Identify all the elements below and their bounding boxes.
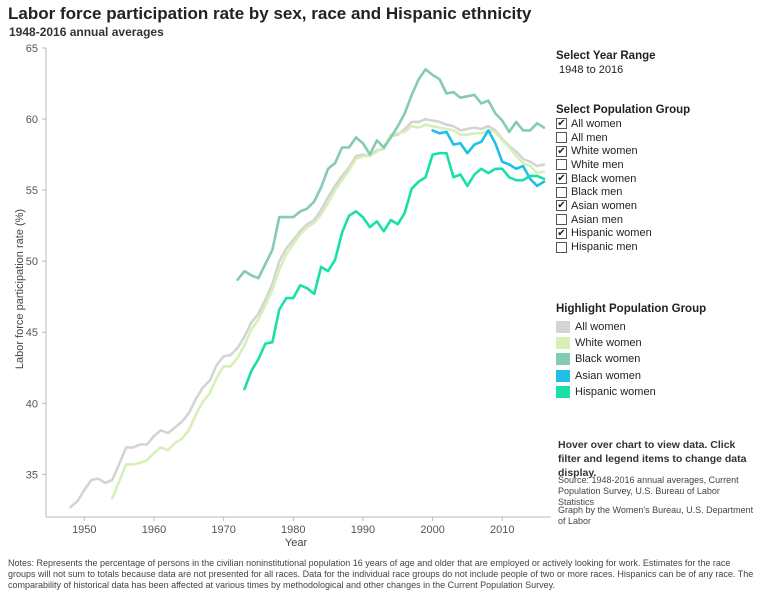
filter-item-label: Asian men (571, 213, 623, 226)
filter-item-label: All women (571, 117, 622, 130)
filter-item-asian-women[interactable]: ✔ Asian women (556, 199, 690, 213)
y-tick-label: 50 (26, 256, 38, 268)
filter-item-hispanic-women[interactable]: ✔ Hispanic women (556, 227, 690, 241)
legend-label: All women (575, 321, 626, 334)
filter-item-label: Black women (571, 172, 637, 185)
filter-item-label: Asian women (571, 199, 638, 212)
filter-item-label: Hispanic men (571, 241, 638, 254)
population-group-heading: Select Population Group (556, 104, 691, 116)
population-checkbox-list[interactable]: ✔ All women All men ✔ White women White men ✔ B… (556, 117, 690, 254)
highlight-legend-list[interactable]: All women White women Black women Asian wom… (556, 319, 706, 400)
year-range-heading: Select Year Range (556, 50, 656, 62)
checkbox-checked[interactable]: ✔ (556, 145, 567, 157)
filter-item-label: White men (571, 158, 624, 171)
x-tick-label: 1990 (351, 524, 375, 536)
legend-item-all-women[interactable]: All women (556, 319, 706, 335)
highlight-legend[interactable]: Highlight Population Group All women Whit… (556, 303, 706, 400)
x-tick-label: 2000 (420, 524, 444, 536)
checkbox-checked[interactable]: ✔ (556, 227, 567, 239)
filter-item-label: Black men (571, 186, 623, 199)
series-line-black-women[interactable] (236, 68, 546, 282)
y-tick-label: 55 (26, 185, 38, 197)
checkbox-unchecked[interactable] (556, 241, 567, 253)
legend-swatch (556, 321, 570, 334)
x-tick-label: 1980 (281, 524, 305, 536)
y-tick-label: 45 (26, 327, 38, 339)
chart-title: Labor force participation rate by sex, r… (8, 4, 532, 23)
chart-subtitle: 1948-2016 annual averages (9, 25, 164, 39)
checkbox-checked[interactable]: ✔ (556, 118, 567, 130)
filter-item-white-women[interactable]: ✔ White women (556, 144, 690, 158)
legend-swatch (556, 353, 570, 366)
series-lines[interactable] (69, 68, 546, 509)
legend-item-black-women[interactable]: Black women (556, 351, 706, 367)
filter-item-label: Hispanic women (571, 227, 652, 240)
legend-label: Hispanic women (575, 385, 656, 398)
x-tick-label: 1950 (72, 524, 96, 536)
axes: 35 40 45 50 55 60 65 1950 1960 1970 1980 1990 2000 20… (26, 43, 551, 536)
checkbox-unchecked[interactable] (556, 132, 567, 144)
series-line-hispanic-women[interactable] (243, 151, 546, 391)
checkbox-unchecked[interactable] (556, 186, 567, 198)
filter-item-all-men[interactable]: All men (556, 131, 690, 145)
y-tick-label: 35 (26, 469, 38, 481)
filter-item-asian-men[interactable]: Asian men (556, 213, 690, 227)
filter-item-all-women[interactable]: ✔ All women (556, 117, 690, 131)
filter-item-black-women[interactable]: ✔ Black women (556, 172, 690, 186)
legend-item-white-women[interactable]: White women (556, 335, 706, 351)
checkbox-checked[interactable]: ✔ (556, 173, 567, 185)
series-line-asian-women[interactable] (431, 129, 546, 188)
y-tick-label: 40 (26, 398, 38, 410)
filter-item-label: All men (571, 131, 608, 144)
population-group-filter[interactable]: Select Population Group ✔ All women All me… (556, 104, 690, 254)
legend-label: White women (575, 337, 642, 350)
source-note: Source: 1948-2016 annual averages, Curre… (558, 475, 739, 507)
filter-item-white-men[interactable]: White men (556, 158, 690, 172)
y-tick-label: 65 (26, 43, 38, 55)
line-chart[interactable]: 35 40 45 50 55 60 65 1950 1960 1970 1980 1990 2000 20… (0, 0, 759, 555)
filter-item-label: White women (571, 145, 638, 158)
legend-item-asian-women[interactable]: Asian women (556, 368, 706, 384)
checkbox-unchecked[interactable] (556, 214, 567, 226)
checkbox-checked[interactable]: ✔ (556, 200, 567, 212)
footnotes: Notes: Represents the percentage of pers… (8, 558, 754, 590)
year-range-filter[interactable]: Select Year Range 1948 to 2016 (556, 50, 656, 76)
legend-label: Asian women (575, 369, 642, 382)
hover-instructions: Hover over chart to view data. Click fil… (558, 439, 747, 479)
y-tick-label: 60 (26, 114, 38, 126)
x-axis-title: Year (285, 537, 308, 549)
legend-swatch (556, 385, 570, 398)
credit-note: Graph by the Women's Bureau, U.S. Depart… (558, 505, 754, 526)
x-tick-label: 2010 (490, 524, 514, 536)
filter-item-black-men[interactable]: Black men (556, 185, 690, 199)
x-tick-label: 1970 (211, 524, 235, 536)
x-tick-label: 1960 (142, 524, 166, 536)
series-line-all-women[interactable] (69, 117, 546, 509)
filter-item-hispanic-men[interactable]: Hispanic men (556, 240, 690, 254)
legend-swatch (556, 369, 570, 382)
series-line-white-women[interactable] (110, 123, 546, 500)
highlight-heading: Highlight Population Group (556, 303, 707, 315)
legend-item-hispanic-women[interactable]: Hispanic women (556, 384, 706, 400)
year-range-value[interactable]: 1948 to 2016 (559, 64, 624, 76)
legend-label: Black women (575, 353, 641, 366)
legend-swatch (556, 337, 570, 350)
checkbox-unchecked[interactable] (556, 159, 567, 171)
y-axis-title: Labor force participation rate (%) (14, 209, 26, 369)
